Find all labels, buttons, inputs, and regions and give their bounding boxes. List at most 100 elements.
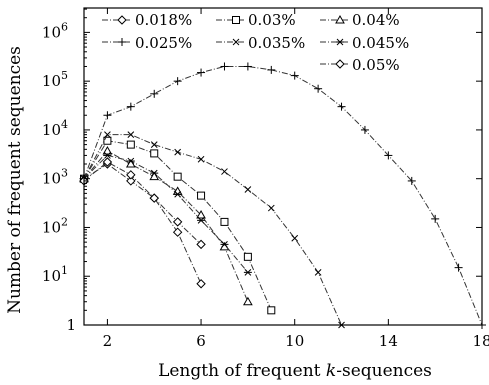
legend-marker [232, 16, 240, 24]
data-point [314, 269, 322, 276]
data-point [220, 241, 229, 248]
data-point [150, 169, 159, 177]
legend-label: 0.035% [248, 34, 305, 52]
y-tick-label: 104 [42, 118, 68, 139]
marker-stroke [336, 38, 344, 46]
legend-label: 0.018% [135, 11, 192, 29]
data-point [337, 102, 346, 111]
series-line [83, 150, 249, 302]
data-point [150, 149, 159, 158]
marker-stroke [244, 269, 252, 276]
marker-stroke [150, 169, 158, 177]
legend-entry-0.018%: 0.018% [102, 11, 192, 29]
marker-stroke [197, 216, 205, 224]
data-point [174, 148, 182, 156]
data-point [103, 111, 112, 120]
marker-stroke [221, 168, 228, 175]
data-point [197, 68, 206, 77]
series-0.035% [80, 131, 345, 329]
marker-stroke [291, 234, 299, 242]
y-tick-label: 106 [42, 20, 68, 41]
marker-stroke [197, 155, 205, 163]
data-point [126, 170, 136, 180]
marker-stroke [232, 38, 240, 46]
y-tick-label: 102 [42, 215, 68, 236]
data-point [267, 204, 275, 212]
x-axis-label-suffix: -sequences [336, 361, 432, 381]
data-point [431, 214, 440, 223]
data-point [172, 227, 183, 237]
legend-entry-0.035%: 0.035% [216, 34, 305, 52]
data-point [267, 306, 276, 315]
x-axis-label-k: k [326, 361, 336, 381]
data-point [221, 168, 228, 175]
y-tick-label: 103 [42, 167, 68, 188]
data-point [197, 191, 206, 200]
data-point [150, 141, 158, 148]
data-point [267, 65, 276, 74]
series-line [83, 65, 483, 326]
series-0.018% [79, 159, 206, 289]
data-point [197, 216, 206, 224]
legend-entry-0.05%: 0.05% [320, 56, 400, 74]
data-point [196, 279, 206, 289]
marker-stroke [150, 141, 158, 148]
series-0.05% [79, 157, 206, 250]
axes: 2 6 10 14 18 1 101 102 103 104 105 106 [42, 7, 489, 350]
legend-marker [118, 38, 126, 46]
legend-entry-0.045%: 0.045% [320, 34, 409, 52]
data-point [384, 151, 393, 160]
series-line [83, 161, 202, 245]
series-line [83, 134, 342, 326]
data-point [103, 136, 112, 145]
legend-marker [335, 59, 345, 69]
legend-marker [336, 38, 344, 46]
data-point [127, 131, 135, 139]
marker-stroke [314, 269, 322, 276]
data-point [220, 217, 229, 226]
series-0.045% [80, 152, 252, 276]
legend-entry-0.03%: 0.03% [216, 11, 296, 29]
legend-label: 0.04% [352, 11, 400, 29]
data-point [172, 217, 183, 227]
data-point [243, 62, 252, 71]
data-point [243, 296, 253, 306]
data-point [454, 263, 463, 272]
data-point [150, 89, 159, 98]
data-point [243, 269, 252, 276]
series-line [83, 154, 249, 273]
marker-stroke [267, 204, 275, 212]
marker-stroke [127, 131, 135, 139]
legend-label: 0.05% [352, 56, 400, 74]
y-axis-label: Number of frequent sequences [5, 46, 25, 314]
data-point [102, 145, 113, 155]
marker-stroke [104, 152, 111, 159]
legend-marker [335, 14, 345, 24]
data-point [149, 171, 160, 181]
x-tick-label: 14 [379, 332, 398, 350]
marker-stroke [244, 186, 252, 193]
data-point [360, 125, 369, 134]
data-point [173, 190, 182, 198]
series-layer [79, 62, 486, 329]
data-point [196, 239, 206, 250]
data-point [173, 172, 182, 181]
x-tick-label: 10 [285, 332, 304, 350]
y-tick-label: 101 [42, 264, 68, 285]
data-point [220, 62, 229, 71]
data-point [173, 77, 182, 86]
data-point [126, 176, 136, 186]
x-axis-label: Length of frequent k-sequences [158, 361, 432, 381]
marker-stroke [221, 241, 228, 248]
legend-marker [117, 15, 127, 25]
marker-stroke [127, 157, 135, 165]
plot-frame [83, 7, 483, 326]
data-point [172, 186, 183, 195]
y-tick-label: 105 [42, 69, 68, 90]
series-line [83, 163, 202, 284]
data-point [196, 210, 206, 219]
data-point [243, 252, 252, 261]
x-tick-label: 2 [103, 332, 113, 350]
marker-stroke [104, 131, 111, 139]
